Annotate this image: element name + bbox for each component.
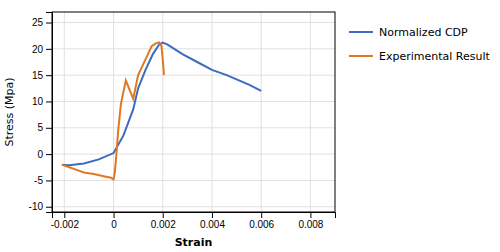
grid (52, 12, 335, 212)
x-tick: 0.004 (200, 212, 225, 230)
y-axis: -10 -5 0 5 10 15 20 25 (29, 13, 53, 213)
x-tick-label: -0.002 (51, 219, 80, 230)
grid-line-y (52, 180, 335, 181)
legend-label: Experimental Result (379, 50, 491, 63)
legend: Normalized CDP Experimental Result (349, 26, 491, 63)
y-tick-mark (46, 75, 52, 76)
y-tick-mark (46, 207, 52, 208)
legend-swatch (349, 31, 373, 33)
series-line (62, 43, 261, 166)
grid-line-x (64, 12, 65, 212)
grid-line-y (52, 75, 335, 76)
y-tick-label: 15 (32, 70, 44, 81)
grid-line-x (261, 12, 262, 212)
plot-frame (52, 12, 335, 212)
grid-line-y (52, 101, 335, 102)
y-tick: 5 (37, 122, 52, 133)
grid-line-x (211, 12, 212, 212)
y-tick-mark (46, 23, 52, 24)
y-tick-label: 5 (37, 122, 43, 133)
lines (62, 43, 261, 180)
y-tick-label: 25 (32, 17, 44, 28)
series-line (62, 43, 164, 180)
x-tick: 0.008 (298, 212, 323, 230)
grid-line-y (52, 22, 335, 23)
x-tick-label: 0.002 (151, 219, 176, 230)
legend-swatch (349, 55, 373, 57)
y-tick-mark (46, 49, 52, 50)
x-axis: -0.002 0 0.002 0.004 0.006 0.008 (51, 212, 336, 230)
legend-item: Normalized CDP (349, 26, 468, 39)
x-tick-label: 0.004 (200, 219, 225, 230)
y-tick: -10 (29, 201, 52, 212)
y-tick: 25 (32, 17, 52, 28)
chart: -0.002 0 0.002 0.004 0.006 0.008 -10 -5 0 5 10 15 20… (0, 0, 500, 252)
x-tick-label: 0 (111, 219, 117, 230)
y-tick: 15 (32, 70, 52, 81)
x-tick-mark (114, 212, 115, 218)
x-tick-mark (212, 212, 213, 218)
y-tick-label: 10 (32, 96, 44, 107)
x-axis-line (53, 213, 336, 219)
grid-line-y (52, 127, 335, 128)
grid-line-x (310, 12, 311, 212)
x-tick-mark (163, 212, 164, 218)
y-tick-label: 0 (37, 149, 43, 160)
y-tick: 10 (32, 96, 52, 107)
grid-line-y (52, 154, 335, 155)
y-tick-mark (46, 101, 52, 102)
grid-line-y (52, 206, 335, 207)
x-tick-mark (64, 212, 65, 218)
y-axis-title: Stress (Mpa) (3, 77, 16, 146)
grid-line-y (52, 48, 335, 49)
x-tick: 0 (111, 212, 117, 230)
y-tick-label: 20 (32, 44, 44, 55)
legend-label: Normalized CDP (379, 26, 468, 39)
y-tick-label: -5 (34, 175, 43, 186)
x-tick: 0.006 (249, 212, 274, 230)
y-tick: 0 (37, 149, 52, 160)
y-tick-mark (46, 180, 52, 181)
x-tick: 0.002 (151, 212, 176, 230)
legend-item: Experimental Result (349, 50, 491, 63)
y-tick: -5 (34, 175, 52, 186)
x-tick-label: 0.006 (249, 219, 274, 230)
grid-line-x (113, 12, 114, 212)
x-tick-mark (310, 212, 311, 218)
y-tick-label: -10 (29, 201, 44, 212)
x-tick-mark (261, 212, 262, 218)
plot: -0.002 0 0.002 0.004 0.006 0.008 -10 -5 0 5 10 15 20… (29, 12, 336, 230)
x-axis-title: Strain (175, 236, 213, 249)
x-tick: -0.002 (51, 212, 80, 230)
y-tick-mark (46, 128, 52, 129)
y-tick-mark (46, 154, 52, 155)
x-tick-label: 0.008 (298, 219, 323, 230)
y-tick: 20 (32, 44, 52, 55)
